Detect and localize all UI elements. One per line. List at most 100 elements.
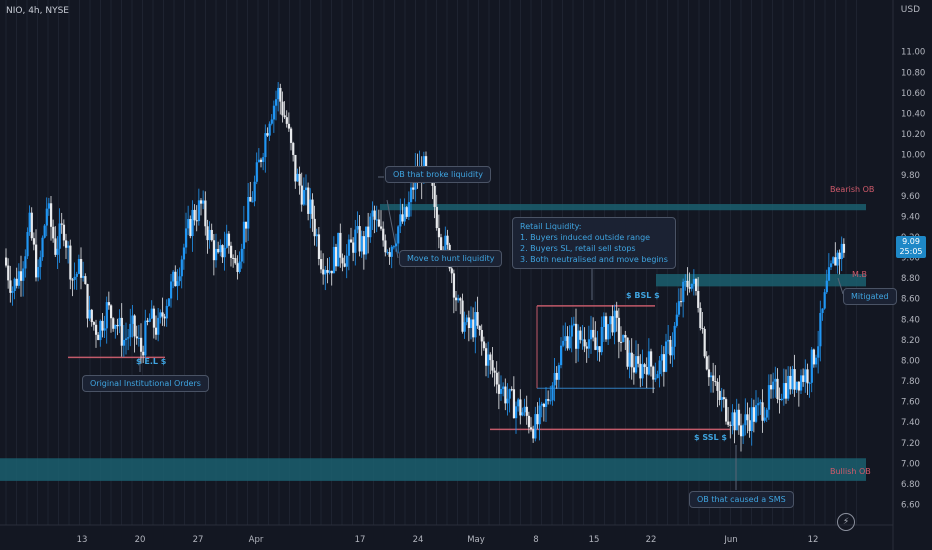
candle-body [667, 339, 670, 342]
candle-body [62, 224, 66, 241]
candle-body [823, 292, 826, 309]
candle-body [152, 308, 156, 328]
y-tick-label: 7.60 [901, 398, 920, 408]
annotation-ob-caused-sms[interactable]: OB that caused a SMS [689, 491, 794, 508]
candle-body [35, 244, 38, 278]
candle-body [107, 302, 111, 306]
annotation-ob-broke-liquidity[interactable]: OB that broke liquidity [385, 166, 492, 183]
candle-body [748, 420, 751, 432]
candle-body [579, 330, 582, 340]
bsl-label: $ BSL $ [626, 291, 660, 300]
candle-body [60, 223, 63, 225]
candle-body [266, 133, 269, 136]
candle-body [405, 207, 408, 217]
candle-body [296, 173, 299, 182]
candle-body [725, 399, 728, 422]
candle-body [718, 390, 721, 400]
bearish-ob-zone [380, 204, 866, 211]
candle-body [360, 236, 363, 252]
candle-body [560, 345, 563, 366]
candle-body [161, 312, 164, 317]
candle-body [356, 226, 359, 230]
candle-body [326, 269, 329, 273]
candle-body [802, 375, 805, 382]
candle-body [395, 243, 398, 247]
candle-body [532, 429, 535, 439]
candle-body [97, 334, 100, 341]
candle-body [566, 336, 569, 349]
candle-body [669, 339, 672, 356]
y-tick-label: 10.80 [901, 68, 925, 78]
candle-body [789, 375, 792, 390]
candle-body [122, 339, 126, 346]
y-tick-label: 9.00 [901, 254, 920, 264]
candle-body [118, 317, 121, 327]
candle-body [287, 123, 291, 129]
candle-body [577, 330, 580, 349]
candle-body [795, 381, 798, 390]
candle-body [219, 245, 222, 253]
candle-body [598, 346, 601, 353]
candle-body [609, 316, 612, 325]
candle-body [680, 301, 683, 303]
candle-body [54, 238, 57, 255]
annotation-move-to-hunt[interactable]: Move to hunt liquidity [399, 250, 503, 267]
candle-body [765, 409, 768, 418]
candle-body [675, 314, 678, 326]
candle-body [300, 185, 303, 205]
candle-body [7, 265, 10, 281]
candle-body [555, 372, 558, 380]
candle-body [105, 302, 108, 329]
candle-body [215, 248, 218, 261]
candle-body [302, 190, 306, 205]
candle-body [386, 252, 389, 254]
candle-body [684, 280, 687, 282]
candle-body [245, 221, 248, 229]
candle-body [759, 402, 762, 404]
candle-body [137, 337, 141, 339]
candle-body [617, 317, 621, 342]
annotation-retail-liquidity[interactable]: Retail Liquidity: 1. Buyers induced outs… [512, 217, 676, 269]
candle-body [553, 372, 556, 386]
candle-body [450, 268, 453, 274]
candle-body [677, 301, 681, 315]
candle-body [412, 187, 415, 190]
candle-body [787, 375, 790, 399]
candle-body [562, 340, 565, 346]
candle-body [838, 252, 841, 260]
x-tick-label: 15 [589, 535, 600, 545]
x-tick-label: Apr [249, 535, 264, 545]
annotation-original-orders[interactable]: Original Institutional Orders [82, 375, 209, 392]
y-tick-label: 10.60 [901, 89, 925, 99]
candle-body [279, 87, 282, 102]
candle-body [125, 338, 128, 340]
candle-body [478, 325, 481, 330]
candle-body [305, 187, 308, 191]
candle-body [489, 354, 492, 361]
candle-body [590, 329, 593, 340]
y-tick-label: 7.40 [901, 418, 920, 428]
flash-icon[interactable]: ⚡ [837, 513, 855, 531]
candle-body [56, 248, 59, 255]
candle-body [88, 309, 91, 319]
candle-body [210, 229, 213, 241]
candle-body [144, 320, 147, 356]
candle-body [752, 407, 756, 422]
x-tick-label: 27 [193, 535, 204, 545]
candle-body [639, 363, 642, 379]
candle-body [485, 348, 488, 366]
candle-body [135, 336, 138, 339]
annotation-mitigated[interactable]: Mitigated [843, 288, 897, 305]
candle-body [547, 399, 550, 401]
candle-body [223, 247, 226, 258]
y-axis: 11.00 10.80 10.60 10.40 10.20 10.00 9.80 9.60 9.… [901, 48, 925, 511]
candle-body [341, 257, 344, 264]
candle-body [611, 316, 614, 333]
candle-body [716, 381, 719, 391]
candle-body [652, 366, 655, 380]
y-tick-label: 6.80 [901, 480, 920, 490]
candle-body [86, 284, 89, 319]
candle-body [508, 389, 511, 399]
candle-body [384, 240, 387, 253]
